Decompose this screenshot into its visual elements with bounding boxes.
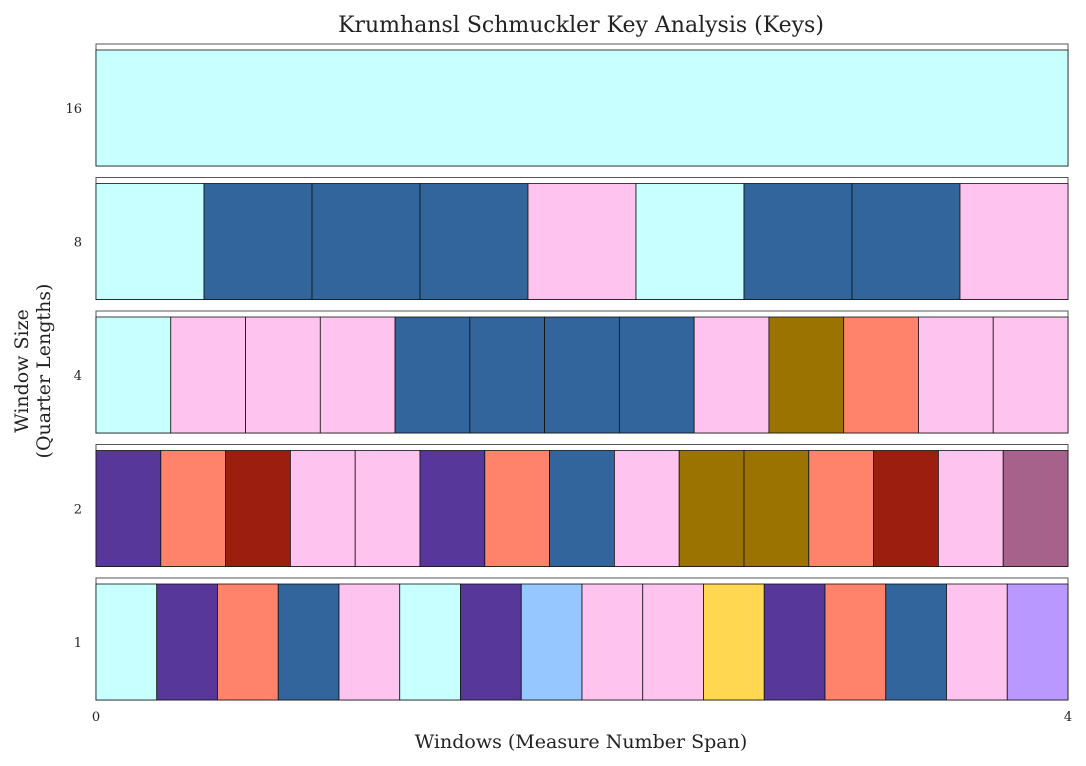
window-row-1: 1 — [74, 577, 1069, 701]
key-segment — [277, 583, 340, 701]
key-segment — [527, 183, 637, 300]
key-segment — [160, 450, 227, 567]
y-tick-label: 4 — [74, 369, 82, 384]
y-axis-label-line1: Window Size — [11, 309, 33, 433]
key-segment — [95, 183, 205, 300]
key-segment — [156, 583, 218, 701]
key-segment — [484, 450, 550, 567]
key-segment — [225, 450, 291, 567]
key-segment — [245, 316, 321, 434]
key-segment — [95, 316, 172, 434]
key-segment — [311, 183, 421, 300]
window-row-16: 16 — [65, 43, 1069, 167]
key-segment — [469, 316, 546, 434]
key-segment — [95, 49, 1069, 167]
key-segment — [851, 183, 961, 300]
key-segment — [549, 450, 615, 567]
key-segment — [319, 316, 396, 434]
key-segment — [843, 316, 919, 434]
key-segment — [614, 450, 680, 567]
x-axis-label: Windows (Measure Number Span) — [415, 731, 748, 753]
key-segment — [938, 450, 1004, 567]
key-segment — [743, 450, 810, 567]
key-segment — [419, 183, 529, 300]
key-segment — [95, 450, 162, 567]
key-segment — [581, 583, 644, 701]
y-tick-label: 8 — [74, 236, 82, 251]
key-segment — [918, 316, 994, 434]
key-segment — [618, 316, 695, 434]
key-segment — [743, 183, 853, 300]
key-segment — [693, 316, 770, 434]
key-segment — [217, 583, 279, 701]
window-row-2: 2 — [74, 444, 1069, 567]
y-tick-label: 16 — [65, 102, 82, 117]
key-segment — [419, 450, 486, 567]
key-segment — [95, 583, 158, 701]
x-tick-label: 4 — [1064, 710, 1072, 725]
key-segment — [399, 583, 461, 701]
key-segment — [635, 183, 745, 300]
chart-title: Krumhansl Schmuckler Key Analysis (Keys) — [338, 13, 824, 38]
key-segment — [289, 450, 356, 567]
key-segment — [703, 583, 765, 701]
key-segment — [642, 583, 704, 701]
key-segment — [808, 450, 874, 567]
key-segment — [873, 450, 939, 567]
key-segment — [959, 183, 1069, 300]
window-row-8: 8 — [74, 177, 1069, 300]
key-segment — [946, 583, 1008, 701]
key-segment — [544, 316, 620, 434]
key-segment — [338, 583, 401, 701]
key-segment — [763, 583, 826, 701]
key-segment — [885, 583, 947, 701]
window-rows: 16 8 4 2 1 — [65, 43, 1069, 701]
key-segment — [768, 316, 845, 434]
y-tick-label: 2 — [74, 503, 82, 518]
key-segment — [354, 450, 421, 567]
key-segment — [1006, 583, 1069, 701]
y-tick-label: 1 — [74, 636, 82, 651]
key-segment — [678, 450, 745, 567]
key-segment — [992, 316, 1069, 434]
key-segment — [520, 583, 583, 701]
key-segment — [1002, 450, 1069, 567]
window-row-4: 4 — [74, 310, 1069, 434]
key-segment — [170, 316, 246, 434]
key-segment — [203, 183, 313, 300]
key-segment — [394, 316, 471, 434]
y-axis-label-line2: (Quarter Lengths) — [33, 284, 55, 459]
key-segment — [824, 583, 887, 701]
key-segment — [460, 583, 522, 701]
x-tick-label: 0 — [92, 710, 100, 725]
